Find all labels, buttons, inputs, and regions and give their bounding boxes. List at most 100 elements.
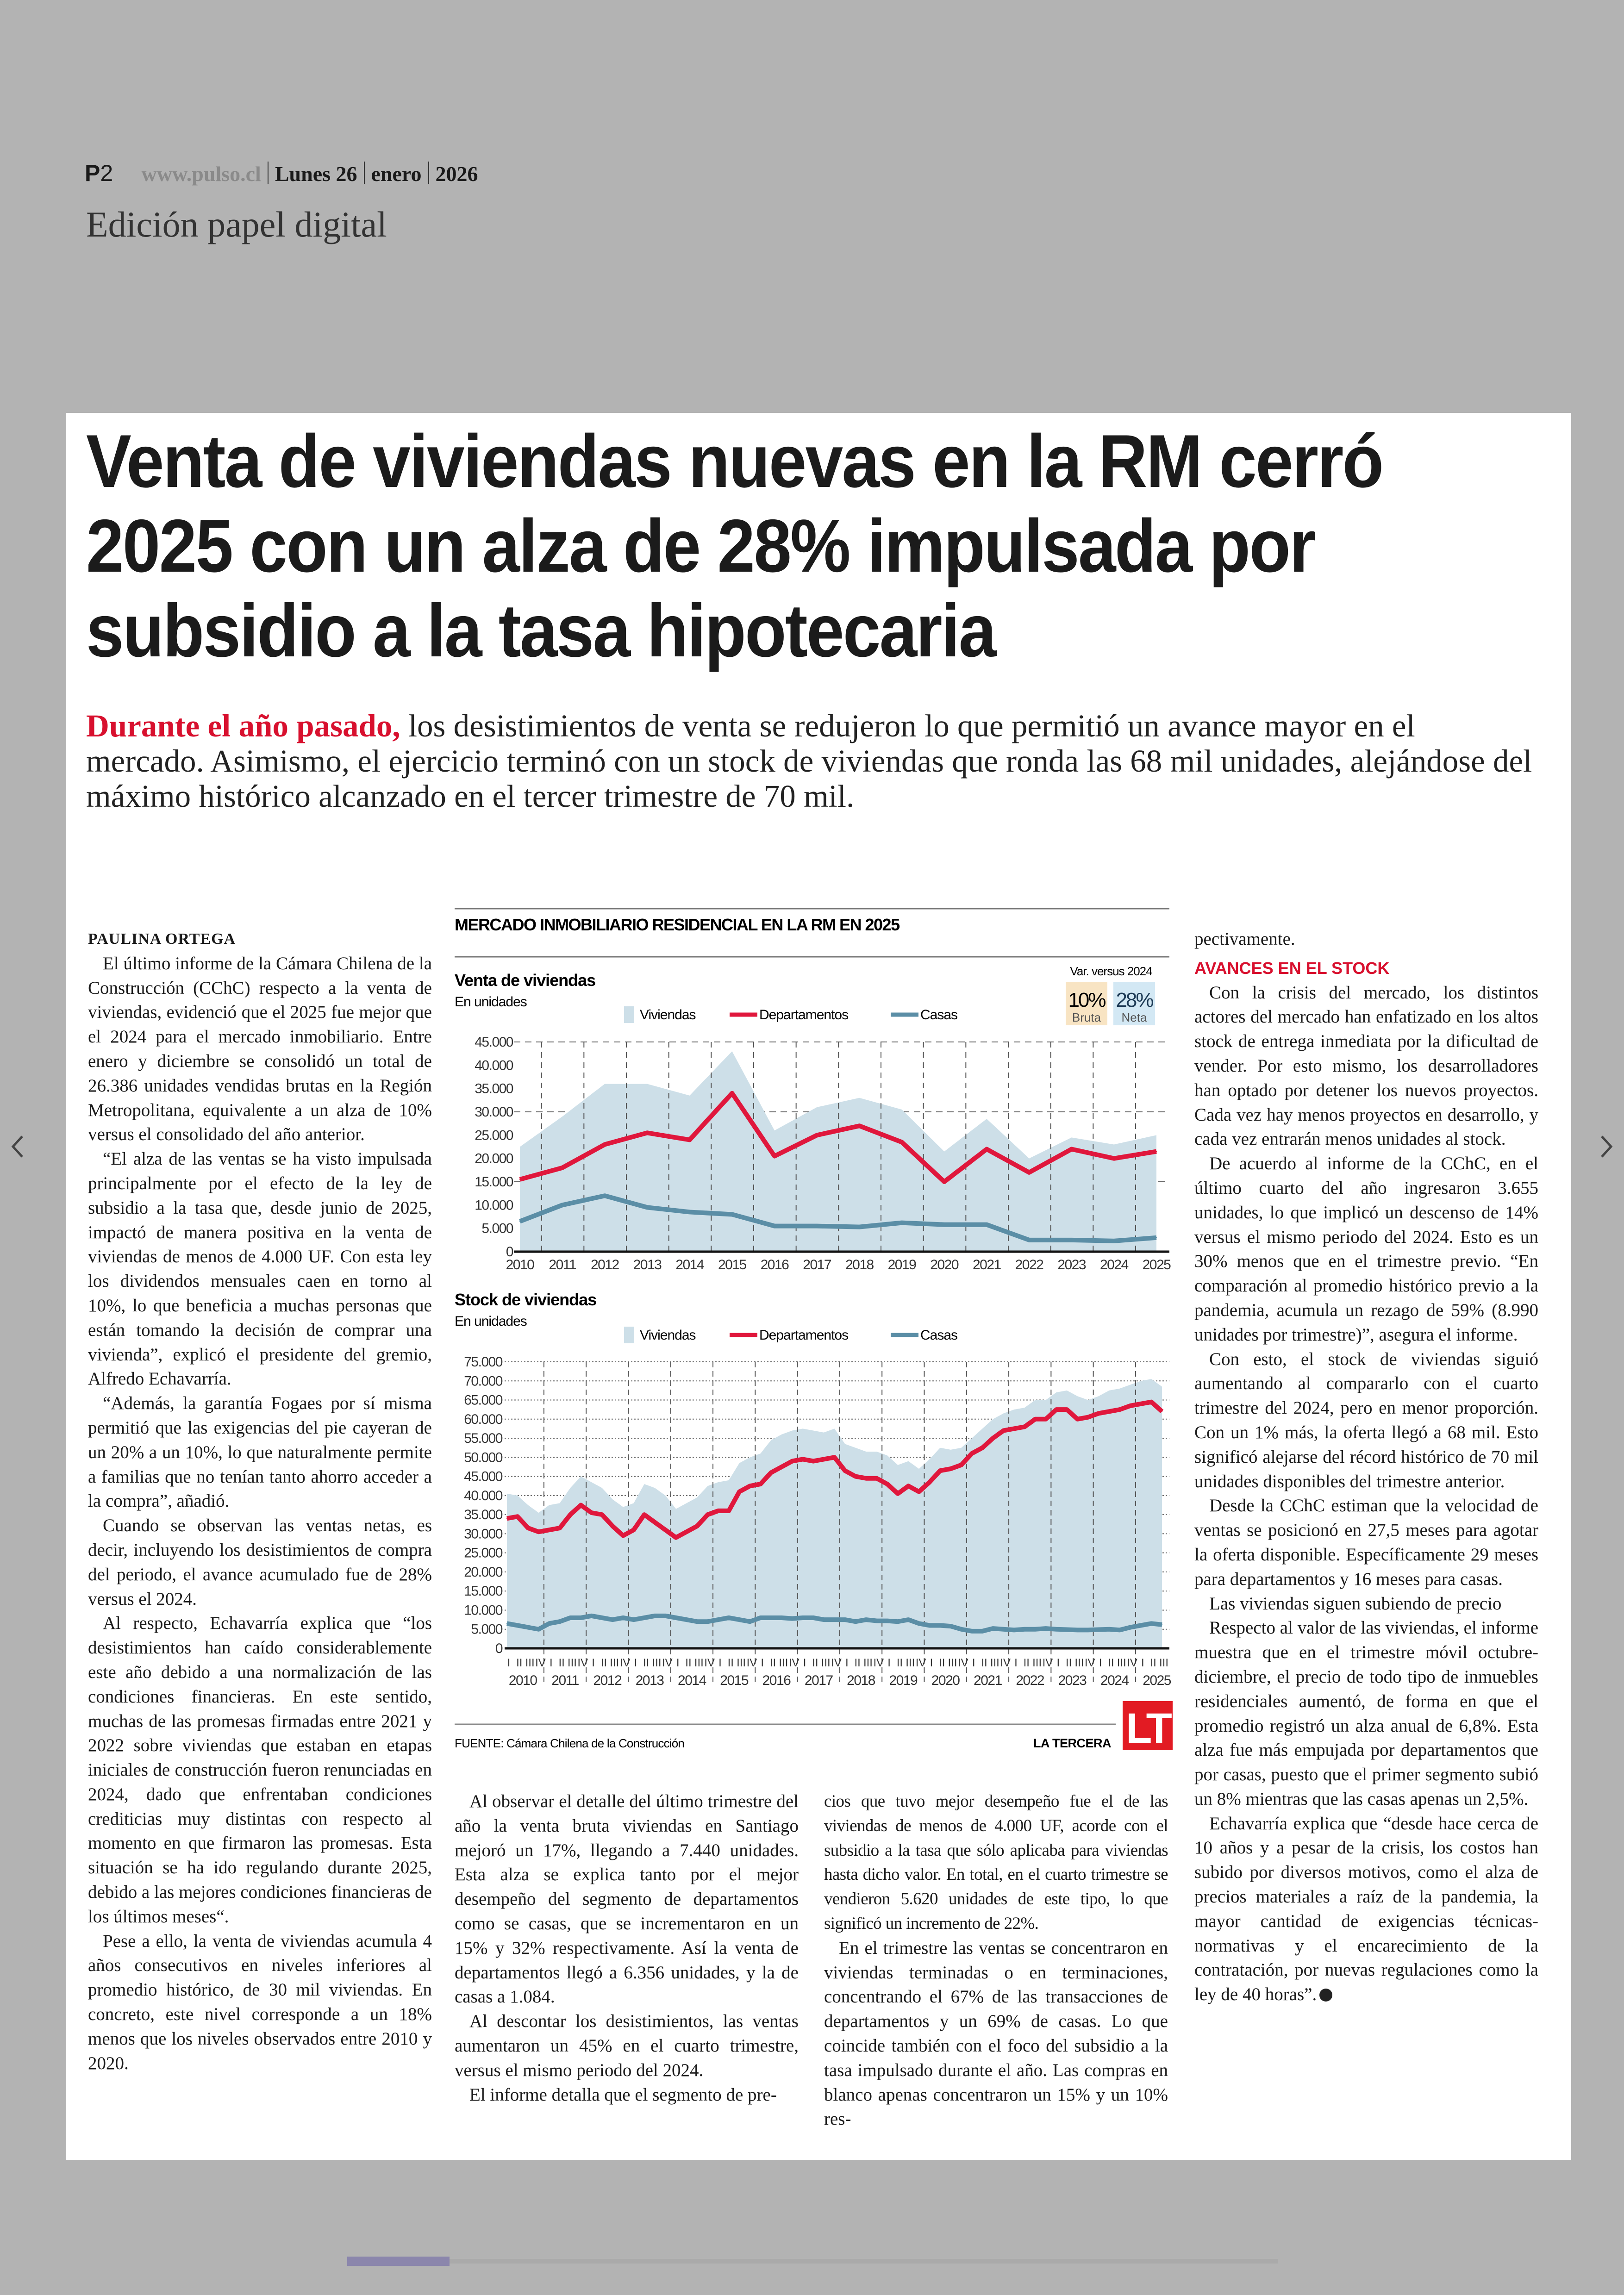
divider [267,162,269,184]
y-tick-label: 40.000 [475,1058,513,1073]
data-point [1140,1625,1142,1626]
paragraph: De acuerdo al informe de la CChC, en el … [1194,1154,1538,1345]
quarter-tick-label: IV [662,1657,673,1669]
quarter-tick-label: II [1066,1657,1072,1669]
data-point [1151,1623,1152,1624]
byline: PAULINA ORTEGA [88,930,236,948]
data-point [760,1617,761,1618]
data-point [517,1625,518,1626]
data-point [950,1626,951,1627]
data-point [728,1617,730,1618]
data-point [859,1226,860,1228]
data-point [731,1214,733,1215]
data-point [816,1225,818,1227]
data-point [812,1460,814,1462]
date-weekday: Lunes 26 [275,162,357,186]
data-point [1087,1416,1089,1418]
series-viviendas-area [520,1051,1156,1252]
quarter-tick-label: III [779,1657,788,1669]
quarter-tick-label: III [906,1657,915,1669]
x-tick-label: 2023 [1057,1257,1086,1272]
data-point [897,1621,899,1622]
data-point [506,1623,507,1624]
data-point [569,1514,571,1515]
data-point [1066,1409,1068,1410]
quarter-tick-label: II [1108,1657,1114,1669]
legend-swatch-viviendas [624,1327,634,1343]
logo-text: LT [1126,1705,1172,1752]
data-point [929,1481,930,1483]
data-point [538,1531,539,1533]
paragraph: Echavarría explica que “desde hace cerca… [1194,1812,1538,2007]
quarter-tick-label: IV [831,1657,842,1669]
quarter-tick-label: III [1074,1657,1084,1669]
previous-page-button[interactable] [1,1130,34,1163]
x-tick-label: 2024 [1100,1257,1129,1272]
y-tick-label: 10.000 [464,1603,503,1618]
data-point [770,1472,772,1473]
quarter-tick-label: I [845,1657,849,1669]
data-point [792,1618,793,1619]
paragraph: Con esto, el stock de viviendas siguió a… [1194,1349,1538,1491]
paragraph: “Además, la garantía Fogaes por sí misma… [88,1393,432,1511]
page-progress-scrollbar[interactable] [347,2259,1278,2264]
data-point [707,1621,708,1622]
lead-paragraph: Durante el año pasado, los desistimiento… [86,708,1540,814]
page-header: P2 www.pulso.cl Lunes 26 enero 2026 [85,160,478,187]
x-tick-label: 2018 [847,1673,875,1688]
paragraph: En el trimestre las ventas se concentrar… [824,1938,1168,2129]
quarter-tick-label: I [887,1657,891,1669]
paragraph: El informe detalla que el segmento de pr… [469,2084,777,2105]
data-point [982,1447,983,1448]
data-point [1035,1418,1036,1420]
x-tick-label: 2020 [930,1257,959,1272]
data-point [739,1619,740,1621]
x-tick-label: 2023 [1058,1673,1087,1688]
data-point [1045,1628,1046,1629]
data-point [647,1132,648,1134]
next-page-button[interactable] [1590,1130,1623,1163]
variation-label: Var. versus 2024 [1070,964,1152,978]
x-tick-label: 2013 [636,1673,664,1688]
page-number: P2 [85,160,113,186]
headline-line: Venta de viviendas nuevas en la RM cerró [86,419,1384,503]
quarter-tick-label: I [507,1657,511,1669]
data-point [591,1615,592,1616]
data-point [961,1628,962,1630]
paragraph: cios que tuvo mejor desempeño fue el de … [824,1792,1168,1933]
chart-title: Venta de viviendas [455,971,595,990]
x-tick-label: 2025 [1143,1257,1171,1272]
y-tick-label: 25.000 [475,1128,513,1143]
data-point [517,1516,518,1517]
divider [428,162,429,184]
headline-line: subsidio a la tasa hipotecaria [86,589,996,673]
data-point [549,1529,550,1531]
data-point [1108,1628,1110,1630]
y-tick-label: 5.000 [481,1221,513,1236]
section-subhead: AVANCES EN EL STOCK [1194,958,1390,978]
legend-label: Departamentos [759,1328,848,1343]
data-point [665,1615,666,1616]
x-tick-label: 2017 [805,1673,833,1688]
y-tick-label: 10.000 [475,1197,513,1213]
data-point [1003,1430,1004,1431]
data-point [1113,1158,1115,1159]
data-point [901,1222,902,1223]
data-point [654,1522,656,1523]
x-tick-label: 2019 [889,1673,918,1688]
data-point [1119,1629,1120,1631]
data-point [665,1529,666,1531]
data-point [774,1225,775,1227]
y-tick-label: 15.000 [475,1174,513,1190]
data-point [901,1141,902,1143]
quarter-tick-label: I [1014,1657,1018,1669]
legend-label: Viviendas [640,1007,696,1023]
data-point [562,1167,563,1168]
data-point [562,1204,563,1206]
quarter-tick-label: III [568,1657,577,1669]
data-point [802,1617,804,1618]
data-point [1071,1239,1072,1241]
quarter-tick-label: II [939,1657,945,1669]
data-point [781,1466,782,1467]
page-progress-thumb[interactable] [347,2257,450,2266]
